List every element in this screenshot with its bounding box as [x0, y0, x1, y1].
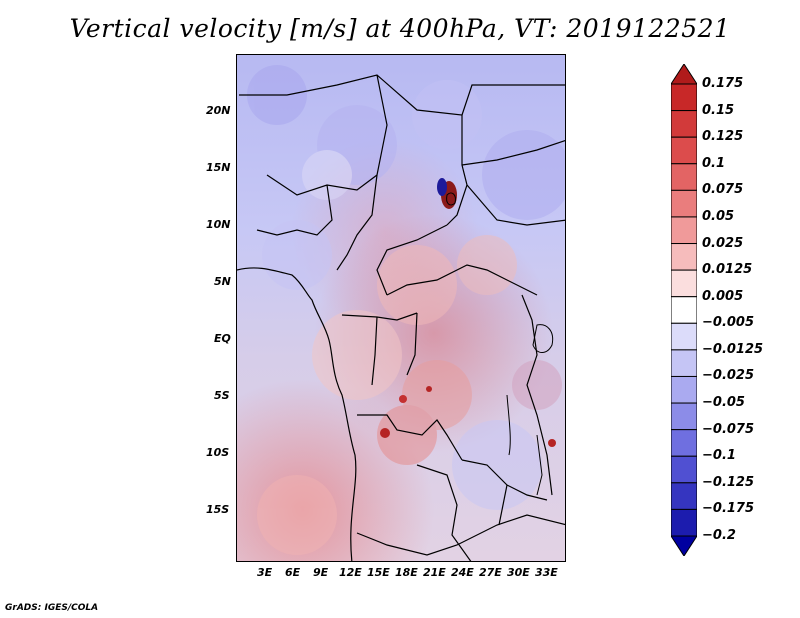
- velocity-field: [247, 65, 565, 555]
- colorbar-label: −0.2: [702, 528, 736, 543]
- x-tick-label: 33E: [535, 566, 558, 579]
- x-tick-label: 9E: [313, 566, 329, 579]
- colorbar-swatch: [671, 110, 697, 138]
- colorbar: [671, 64, 697, 556]
- colorbar-swatch: [671, 189, 697, 218]
- x-tick-label: 27E: [479, 566, 502, 579]
- colorbar-label: 0.025: [702, 235, 744, 251]
- y-tick-label: 5N: [214, 275, 231, 288]
- x-tick-label: 18E: [395, 566, 418, 579]
- convective-cells: [380, 178, 556, 447]
- colorbar-swatch: [671, 269, 697, 298]
- country-borders: [237, 74, 565, 561]
- colorbar-swatch: [671, 322, 697, 351]
- colorbar-swatch: [671, 508, 697, 537]
- lakes: [446, 192, 554, 496]
- footer-credit: GrADS: IGES/COLA: [5, 603, 99, 613]
- y-tick-label: 10N: [206, 218, 231, 231]
- colorbar-label: 0.05: [702, 208, 735, 224]
- colorbar-swatch: [671, 296, 697, 324]
- colorbar-label: 0.005: [702, 288, 744, 304]
- colorbar-swatch: [671, 535, 697, 556]
- colorbar-label: −0.125: [702, 474, 755, 490]
- y-tick-label: 15N: [206, 161, 231, 174]
- colorbar-label: 0.15: [702, 102, 735, 118]
- colorbar-label: −0.05: [702, 395, 745, 411]
- colorbar-label: −0.005: [702, 315, 755, 331]
- colorbar-label: −0.075: [702, 421, 755, 437]
- page-title: Vertical velocity [m/s] at 400hPa, VT: 2…: [69, 14, 731, 43]
- colorbar-swatch: [671, 455, 697, 484]
- map-panel: [236, 54, 566, 562]
- y-tick-label: 10S: [206, 446, 230, 459]
- colorbar-label: 0.175: [702, 76, 744, 91]
- x-tick-label: 12E: [339, 566, 362, 579]
- colorbar-label: −0.1: [702, 448, 736, 464]
- colorbar-label: 0.125: [702, 129, 744, 145]
- colorbar-swatch: [671, 375, 697, 404]
- colorbar-swatch: [671, 402, 697, 431]
- colorbar-swatches: [671, 64, 697, 556]
- x-tick-label: 21E: [423, 566, 446, 579]
- map-svg: [237, 65, 565, 561]
- colorbar-swatch: [671, 349, 697, 377]
- y-tick-label: 5S: [214, 389, 230, 402]
- y-tick-label: 20N: [206, 104, 231, 117]
- x-tick-label: 3E: [257, 566, 273, 579]
- x-tick-label: 15E: [367, 566, 390, 579]
- colorbar-swatch: [671, 243, 697, 271]
- colorbar-swatch: [671, 216, 697, 245]
- x-tick-label: 24E: [451, 566, 474, 579]
- x-tick-label: 30E: [507, 566, 530, 579]
- y-tick-label: EQ: [214, 332, 231, 345]
- colorbar-label: 0.1: [702, 155, 726, 171]
- colorbar-label: −0.0125: [702, 341, 764, 357]
- y-tick-label: 15S: [206, 503, 230, 516]
- colorbar-swatch: [671, 429, 697, 457]
- colorbar-label: 0.0125: [702, 262, 753, 278]
- colorbar-swatch: [671, 83, 697, 112]
- colorbar-swatch: [671, 136, 697, 165]
- colorbar-swatch: [671, 163, 697, 191]
- colorbar-swatch: [671, 482, 697, 510]
- colorbar-label: −0.175: [702, 501, 755, 517]
- colorbar-swatch: [671, 64, 697, 85]
- colorbar-label: −0.025: [702, 368, 755, 384]
- x-tick-label: 6E: [285, 566, 301, 579]
- colorbar-label: 0.075: [702, 182, 744, 198]
